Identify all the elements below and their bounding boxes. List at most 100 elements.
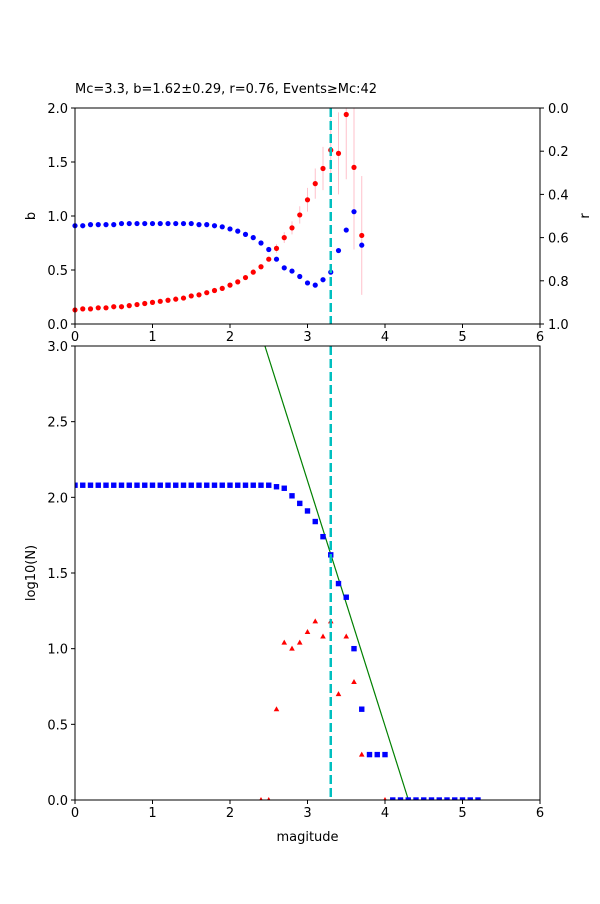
cumulative-point bbox=[374, 751, 380, 758]
x-tick-label: 4 bbox=[381, 330, 389, 345]
b-point bbox=[80, 306, 86, 312]
cumulative-point bbox=[405, 797, 411, 800]
b-point bbox=[165, 297, 171, 303]
b-point bbox=[142, 300, 148, 307]
b-point bbox=[173, 296, 179, 302]
b-point bbox=[134, 301, 140, 308]
cumulative-point bbox=[335, 580, 342, 587]
cumulative-point bbox=[126, 482, 132, 488]
r-point bbox=[95, 222, 101, 228]
x-tick-label: 2 bbox=[226, 806, 234, 821]
cumulative-point bbox=[382, 751, 388, 758]
r-point bbox=[118, 220, 125, 227]
r-point bbox=[343, 227, 349, 233]
cumulative-point bbox=[452, 797, 458, 800]
y-tick-label: 0.0 bbox=[47, 318, 68, 333]
cumulative-point bbox=[273, 484, 280, 490]
b-point bbox=[196, 292, 202, 298]
b-point bbox=[351, 164, 357, 170]
cumulative-point bbox=[312, 518, 318, 525]
b-point bbox=[211, 287, 218, 294]
cumulative-point bbox=[204, 482, 210, 488]
cumulative-point bbox=[149, 482, 156, 488]
b-point bbox=[320, 165, 326, 172]
r-point bbox=[196, 222, 202, 228]
cumulative-point bbox=[428, 797, 435, 800]
b-point bbox=[149, 299, 156, 305]
gr-fit-line bbox=[264, 345, 410, 801]
b-value-plot: 0 1 2 3 4 5 6 0.0 0.5 1.0 1.5 2.0 0.0 0.2 0.4 0.6 0.8 1.0 bbox=[47, 102, 568, 345]
cumulative-point bbox=[258, 482, 264, 488]
x-tick-label: 4 bbox=[381, 806, 389, 821]
noncumulative-point bbox=[358, 751, 365, 757]
b-point bbox=[273, 245, 280, 251]
b-point bbox=[126, 303, 132, 309]
r-point bbox=[134, 220, 140, 227]
r-point bbox=[111, 222, 117, 228]
r-point bbox=[219, 224, 225, 230]
cumulative-point bbox=[421, 797, 427, 800]
b-point bbox=[157, 298, 163, 304]
cumulative-point bbox=[281, 485, 287, 491]
noncumulative-point bbox=[320, 633, 326, 639]
r-point bbox=[227, 226, 233, 232]
markers bbox=[75, 482, 481, 800]
x-tick-label: 5 bbox=[458, 330, 466, 345]
x-tick-label: 1 bbox=[148, 330, 156, 345]
y-tick-label: 3.0 bbox=[47, 340, 68, 355]
axes-frame bbox=[74, 345, 541, 801]
x-tick-label: 0 bbox=[71, 330, 79, 345]
noncumulative-point bbox=[343, 633, 350, 639]
noncumulative-point bbox=[351, 678, 357, 684]
r-point bbox=[359, 242, 365, 248]
cumulative-point bbox=[343, 594, 349, 600]
y-right-tick-label: 0.0 bbox=[548, 102, 569, 117]
r-point bbox=[157, 220, 163, 227]
r-point bbox=[142, 220, 148, 227]
b-point bbox=[188, 293, 194, 299]
y-tick-label: 2.0 bbox=[47, 491, 68, 506]
noncumulative-point bbox=[312, 618, 319, 624]
top-chart-title: Mc=3.3, b=1.62±0.29, r=0.76, Events≥Mc:4… bbox=[75, 82, 377, 97]
cumulative-point bbox=[475, 797, 481, 800]
y-tick-label: 0.0 bbox=[47, 794, 68, 809]
b-point bbox=[118, 304, 125, 310]
noncumulative-point bbox=[383, 797, 387, 800]
b-point bbox=[235, 279, 241, 285]
cumulative-point bbox=[180, 482, 187, 488]
cumulative-point bbox=[444, 797, 450, 800]
axes-frame bbox=[74, 107, 541, 325]
b-point bbox=[289, 225, 295, 231]
b-point bbox=[180, 295, 187, 301]
r-point bbox=[304, 280, 311, 286]
b-point bbox=[304, 197, 311, 203]
cumulative-point bbox=[87, 482, 94, 488]
cumulative-point bbox=[289, 493, 295, 499]
cumulative-point bbox=[436, 797, 442, 800]
r-point bbox=[188, 220, 194, 227]
b-point bbox=[242, 274, 249, 281]
b-point bbox=[87, 306, 94, 312]
y-right-tick-label: 0.8 bbox=[548, 275, 569, 290]
r-point bbox=[266, 246, 272, 253]
b-point bbox=[250, 269, 256, 275]
y-right-tick-label: 1.0 bbox=[548, 318, 569, 333]
cumulative-point bbox=[165, 482, 171, 488]
cumulative-point bbox=[80, 482, 86, 488]
cumulative-point bbox=[95, 482, 101, 488]
b-point bbox=[335, 150, 342, 156]
noncumulative-point bbox=[304, 629, 311, 635]
top-ylabel-right: r bbox=[578, 213, 593, 219]
cumulative-point bbox=[134, 482, 140, 488]
b-point bbox=[281, 235, 287, 241]
noncumulative-point bbox=[281, 639, 288, 645]
b-point bbox=[111, 304, 117, 310]
cumulative-point bbox=[142, 482, 148, 488]
cumulative-point bbox=[196, 482, 202, 488]
cumulative-point bbox=[359, 706, 365, 712]
b-point bbox=[95, 305, 101, 311]
cumulative-point bbox=[173, 482, 179, 488]
noncumulative-point bbox=[335, 691, 342, 697]
x-tick-label: 3 bbox=[303, 806, 311, 821]
